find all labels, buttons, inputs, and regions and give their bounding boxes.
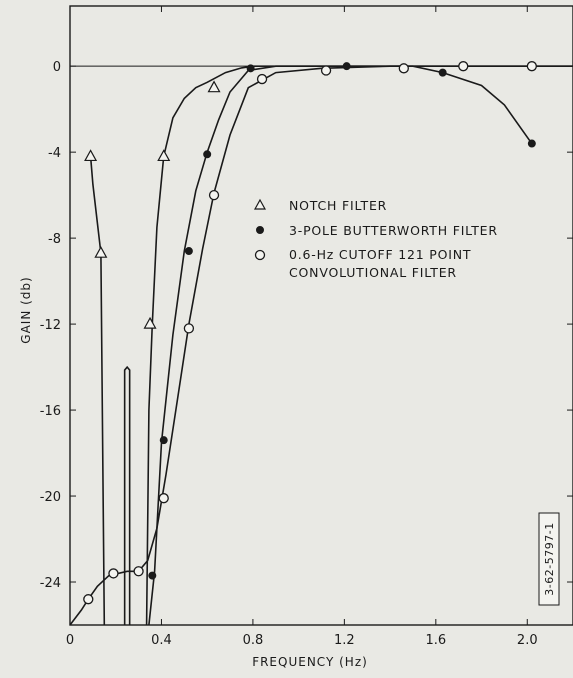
- legend: NOTCH FILTER 3-POLE BUTTERWORTH FILTER 0…: [253, 198, 498, 280]
- x-tick-label: 2.0: [517, 633, 538, 648]
- convolutional-filter-point: [458, 61, 469, 72]
- convolutional-filter-point: [133, 566, 144, 577]
- x-tick-label: 0.4: [151, 633, 172, 648]
- x-tick-label: 1.6: [425, 633, 446, 648]
- notch-filter-point: [84, 149, 98, 162]
- x-tick-label: 0.8: [243, 633, 264, 648]
- butterworth-filter-point: [159, 436, 168, 445]
- notch-filter-point: [143, 316, 157, 329]
- legend-open-circle-icon: [254, 249, 266, 261]
- convolutional-filter-point: [158, 493, 169, 504]
- convolutional-filter-point: [526, 61, 537, 72]
- butterworth-filter-point: [438, 68, 447, 77]
- convolutional-filter-point: [320, 65, 332, 76]
- notch-filter-curve-2: [145, 65, 573, 626]
- y-axis-label: GAIN (db): [19, 276, 33, 343]
- butterworth-filter-point: [527, 139, 536, 148]
- legend-item-butterworth: 3-POLE BUTTERWORTH FILTER: [256, 223, 498, 238]
- notch-filter-curve-1: [89, 156, 106, 626]
- notch-filter-spike: [123, 365, 131, 625]
- convolutional-filter-point: [83, 594, 94, 605]
- convolutional-filter-point: [256, 73, 268, 85]
- convolutional-filter-point: [183, 323, 195, 334]
- notch-filter-point: [94, 245, 108, 258]
- legend-label-butterworth: 3-POLE BUTTERWORTH FILTER: [289, 223, 498, 238]
- butterworth-filter-point: [203, 150, 212, 159]
- convolutional-filter-curve: [69, 65, 573, 626]
- butterworth-filter-point: [246, 64, 255, 73]
- x-axis-label: FREQUENCY (Hz): [252, 655, 368, 669]
- x-tick-label: 0: [66, 633, 74, 648]
- plot-frame: [69, 5, 573, 626]
- axis-ticks: 0 0.4 0.8 1.2 1.6 2.0 0 -4 -8 -12 -16 -20 -24: [40, 6, 573, 648]
- legend-filled-circle-icon: [256, 226, 264, 234]
- series-markers: [83, 61, 537, 605]
- y-tick-label: -16: [40, 404, 61, 419]
- convolutional-filter-point: [208, 189, 220, 201]
- notch-filter-point: [207, 80, 221, 93]
- butterworth-filter-point: [342, 62, 351, 71]
- y-tick-label: -8: [48, 232, 61, 247]
- y-tick-label: -12: [40, 318, 61, 333]
- y-tick-label: -20: [40, 490, 61, 505]
- convolutional-filter-point: [398, 63, 409, 74]
- y-tick-label: 0: [53, 60, 61, 75]
- reference-number-text: 3-62-5797-1: [543, 522, 556, 595]
- legend-item-notch-filter: NOTCH FILTER: [253, 198, 387, 213]
- legend-item-convolutional: 0.6-Hz CUTOFF 121 POINT CONVOLUTIONAL FI…: [254, 247, 471, 280]
- x-tick-label: 1.2: [334, 633, 355, 648]
- y-tick-label: -24: [40, 576, 61, 591]
- legend-label-notch-filter: NOTCH FILTER: [289, 198, 387, 213]
- reference-number-box: 3-62-5797-1: [538, 512, 560, 606]
- y-tick-label: -4: [48, 146, 61, 161]
- legend-label-convolutional-line-2: CONVOLUTIONAL FILTER: [289, 265, 457, 280]
- butterworth-filter-point: [184, 247, 193, 256]
- convolutional-filter-point: [108, 568, 119, 579]
- legend-triangle-icon: [253, 198, 267, 210]
- series-curves: [69, 65, 573, 626]
- butterworth-filter-point: [148, 571, 157, 580]
- legend-label-convolutional-line-1: 0.6-Hz CUTOFF 121 POINT: [289, 247, 471, 262]
- notch-filter-point: [157, 149, 171, 162]
- butterworth-filter-curve: [148, 65, 533, 626]
